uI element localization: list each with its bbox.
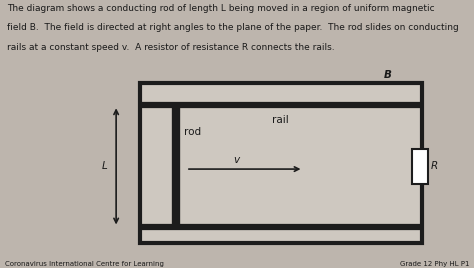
Text: v: v: [233, 155, 239, 165]
Text: rail: rail: [273, 115, 289, 125]
Text: rod: rod: [183, 127, 201, 137]
Text: rails at a constant speed v.  A resistor of resistance R connects the rails.: rails at a constant speed v. A resistor …: [7, 43, 335, 52]
Text: The diagram shows a conducting rod of length L being moved in a region of unifor: The diagram shows a conducting rod of le…: [7, 4, 435, 13]
Bar: [412, 149, 428, 184]
Text: R: R: [431, 161, 438, 172]
Bar: [140, 83, 422, 243]
Text: Grade 12 Phy HL P1: Grade 12 Phy HL P1: [400, 261, 469, 267]
Text: L: L: [101, 161, 107, 172]
Text: field B.  The field is directed at right angles to the plane of the paper.  The : field B. The field is directed at right …: [7, 23, 459, 32]
Bar: [140, 83, 422, 243]
Text: Coronavirus International Centre for Learning: Coronavirus International Centre for Lea…: [5, 261, 164, 267]
Text: B: B: [384, 70, 392, 80]
